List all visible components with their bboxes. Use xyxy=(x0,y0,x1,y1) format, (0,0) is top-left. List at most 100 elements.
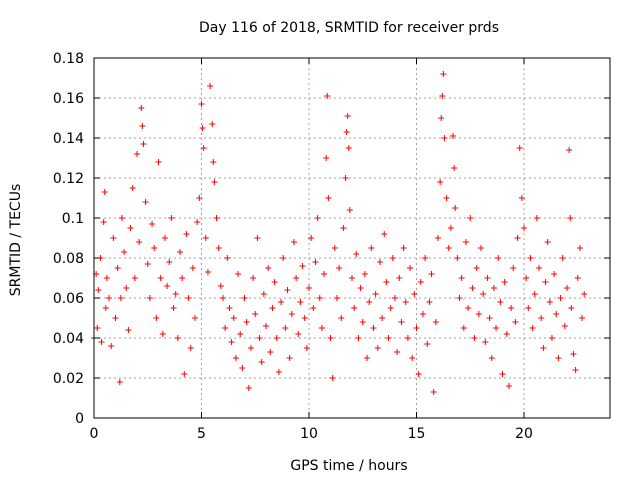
data-point xyxy=(462,239,469,245)
data-point xyxy=(402,299,409,305)
data-point xyxy=(102,305,109,311)
data-point xyxy=(383,279,390,285)
data-point xyxy=(443,195,450,201)
data-point xyxy=(179,275,186,281)
y-tick-label: 0.08 xyxy=(53,251,84,267)
data-point xyxy=(488,355,495,361)
y-tick-label: 0.18 xyxy=(53,51,84,67)
data-point xyxy=(170,305,177,311)
data-point xyxy=(100,219,107,225)
data-point xyxy=(439,93,446,99)
data-point xyxy=(566,147,573,153)
data-point xyxy=(430,389,437,395)
data-point xyxy=(256,335,263,341)
data-point xyxy=(346,207,353,213)
data-point xyxy=(196,195,203,201)
data-point xyxy=(112,315,119,321)
data-point xyxy=(127,225,134,231)
data-point xyxy=(533,215,540,221)
data-point xyxy=(204,269,211,275)
data-point xyxy=(239,365,246,371)
data-point xyxy=(103,275,110,281)
data-point xyxy=(166,259,173,265)
data-point xyxy=(374,345,381,351)
data-point xyxy=(452,205,459,211)
data-point xyxy=(237,331,244,337)
data-point xyxy=(407,265,414,271)
data-point xyxy=(210,159,217,165)
data-point xyxy=(480,291,487,297)
data-point xyxy=(228,339,235,345)
data-point xyxy=(351,305,358,311)
data-point xyxy=(138,105,145,111)
plot-frame xyxy=(93,57,611,419)
data-point xyxy=(508,305,515,311)
data-point xyxy=(372,291,379,297)
data-point xyxy=(523,275,530,281)
y-tick-label: 0.16 xyxy=(53,91,84,107)
data-point xyxy=(490,285,497,291)
data-point xyxy=(510,265,517,271)
data-point xyxy=(181,371,188,377)
data-point xyxy=(551,271,558,277)
data-point xyxy=(199,125,206,131)
data-point xyxy=(295,331,302,337)
data-point xyxy=(387,305,394,311)
data-point xyxy=(161,235,168,241)
y-tick-label: 0.14 xyxy=(53,131,84,147)
data-point xyxy=(151,245,158,251)
data-point xyxy=(370,325,377,331)
data-point xyxy=(308,235,315,241)
data-point xyxy=(254,235,261,241)
data-point xyxy=(95,287,102,293)
data-point xyxy=(301,315,308,321)
data-point xyxy=(220,295,226,301)
data-point xyxy=(323,155,330,161)
data-point xyxy=(570,351,577,357)
data-point xyxy=(286,355,293,361)
data-point xyxy=(469,285,476,291)
data-point xyxy=(94,325,101,331)
data-point xyxy=(465,305,472,311)
data-point xyxy=(324,93,331,99)
data-point xyxy=(333,295,340,301)
data-point xyxy=(540,345,547,351)
data-point xyxy=(194,219,201,225)
ticks-layer: 0 0.02 0.04 0.06 0.08 0.1 0.12 0.14 0.16 0.18 0 5 10… xyxy=(53,51,610,442)
data-point xyxy=(361,271,368,277)
data-point xyxy=(108,343,115,349)
data-point xyxy=(306,285,312,291)
data-point xyxy=(364,355,371,361)
data-point xyxy=(497,299,504,305)
data-point xyxy=(499,371,506,377)
data-point xyxy=(579,315,586,321)
data-point xyxy=(121,249,128,255)
data-point xyxy=(224,255,231,261)
data-point xyxy=(493,325,500,331)
data-point xyxy=(110,235,117,241)
data-point xyxy=(538,315,545,321)
data-point xyxy=(263,323,269,329)
data-point xyxy=(482,339,489,345)
data-point xyxy=(153,315,160,321)
data-point xyxy=(226,305,233,311)
data-point xyxy=(428,271,435,277)
data-point xyxy=(422,255,429,261)
data-point xyxy=(521,225,527,231)
data-point xyxy=(116,379,123,385)
data-point xyxy=(451,165,458,171)
data-point xyxy=(516,145,523,151)
data-point xyxy=(136,239,143,245)
data-point xyxy=(438,115,445,121)
data-point xyxy=(146,295,153,301)
data-point xyxy=(211,179,218,185)
y-tick-label: 0.02 xyxy=(53,371,84,387)
data-point xyxy=(247,345,254,351)
data-point xyxy=(144,261,151,267)
data-point xyxy=(235,271,242,277)
data-point xyxy=(338,315,345,321)
data-point xyxy=(117,295,124,301)
data-point xyxy=(529,325,536,331)
data-point xyxy=(385,335,392,341)
data-point xyxy=(415,371,422,377)
